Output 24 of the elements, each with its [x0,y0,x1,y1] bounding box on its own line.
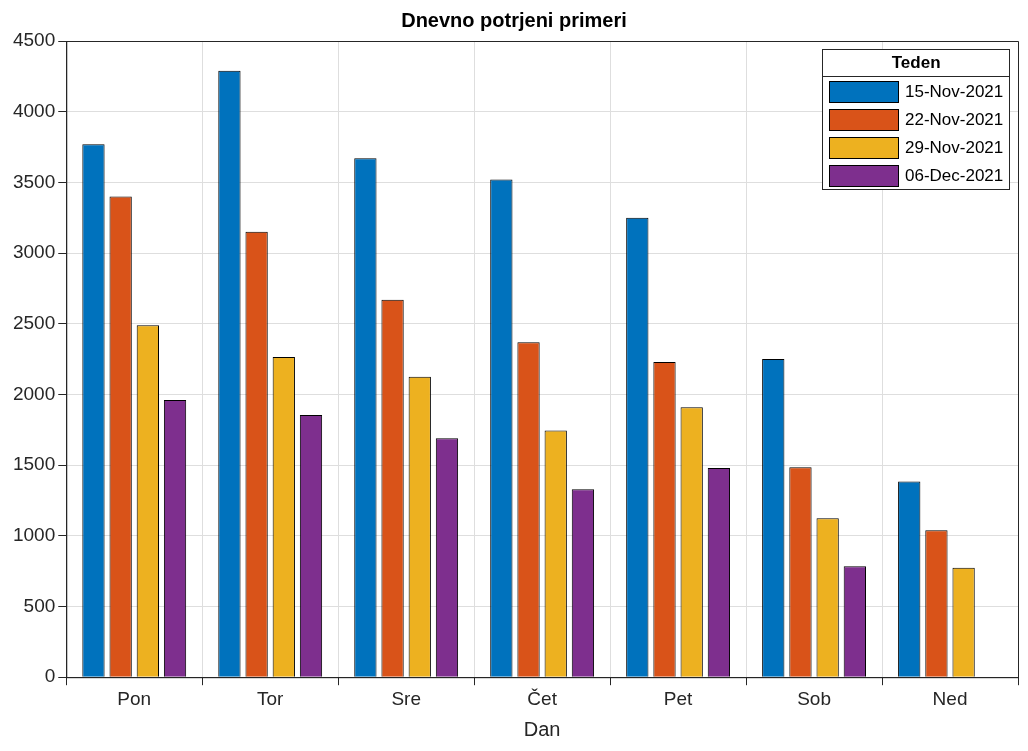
x-tick-label: Sob [797,687,831,709]
x-tick-label: Tor [257,687,285,709]
y-tick-label: 4500 [12,29,56,51]
legend-label: 15-Nov-2021 [905,82,1004,102]
x-tick-label: Pet [663,687,694,709]
legend-title: Teden [823,50,1010,77]
y-tick-label: 1500 [12,453,56,475]
legend-label: 06-Dec-2021 [905,166,1004,186]
x-axis-title: Dan [523,717,561,740]
y-tick-label: 2500 [12,311,56,333]
legend-label: 22-Nov-2021 [905,110,1004,130]
x-tick-label: Čet [527,687,558,709]
legend-label: 29-Nov-2021 [905,138,1004,158]
x-tick-label: Sre [391,687,421,709]
y-tick-label: 1000 [12,524,56,546]
chart-title: Dnevno potrjeni primeri [401,8,627,31]
y-tick-label: 2000 [12,382,56,404]
y-tick-label: 0 [44,665,56,687]
x-tick-label: Pon [117,687,152,709]
y-tick-label: 500 [23,594,56,616]
y-tick-label: 3500 [12,170,56,192]
x-tick-label: Ned [932,687,968,709]
y-tick-label: 3000 [12,241,56,263]
y-tick-label: 4000 [12,99,56,121]
